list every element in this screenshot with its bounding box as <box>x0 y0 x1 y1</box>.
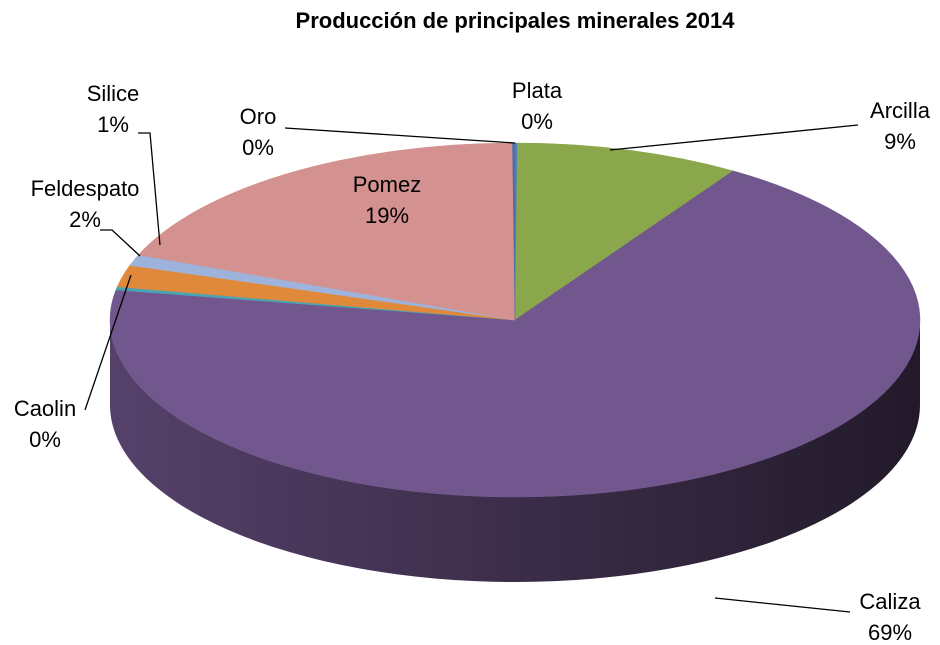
value-label: 0% <box>521 109 553 134</box>
slice <box>514 142 734 321</box>
value-label: 9% <box>884 129 916 154</box>
leader-line <box>714 597 851 613</box>
value-label: 0% <box>29 427 61 452</box>
value-label: 69% <box>868 620 912 645</box>
slice-label: Feldespato <box>31 176 140 201</box>
labels: Plata 0% Arcilla 9% Caliza 69% Caolin 0% Feldesp… <box>14 78 931 645</box>
slice-side <box>110 320 920 582</box>
value-label: 19% <box>365 203 409 228</box>
slice <box>109 170 921 498</box>
slice <box>137 142 516 321</box>
slice-label: Oro <box>240 104 277 129</box>
slice-label: Arcilla <box>870 98 931 123</box>
value-label: 1% <box>97 112 129 137</box>
slice-label: Silice <box>87 81 140 106</box>
slice-label: Caliza <box>859 589 921 614</box>
leader-line <box>100 229 141 257</box>
chart-title: Producción de principales minerales 2014 <box>296 8 736 33</box>
slice-label: Pomez <box>353 172 421 197</box>
leader-line <box>609 124 859 151</box>
pie <box>109 142 921 582</box>
slice-label: Caolin <box>14 396 76 421</box>
value-label: 2% <box>69 207 101 232</box>
leader-line <box>284 127 516 144</box>
leader-line <box>84 274 132 411</box>
value-label: 0% <box>242 135 274 160</box>
slice-label: Plata <box>512 78 563 103</box>
leader-line <box>138 132 161 246</box>
